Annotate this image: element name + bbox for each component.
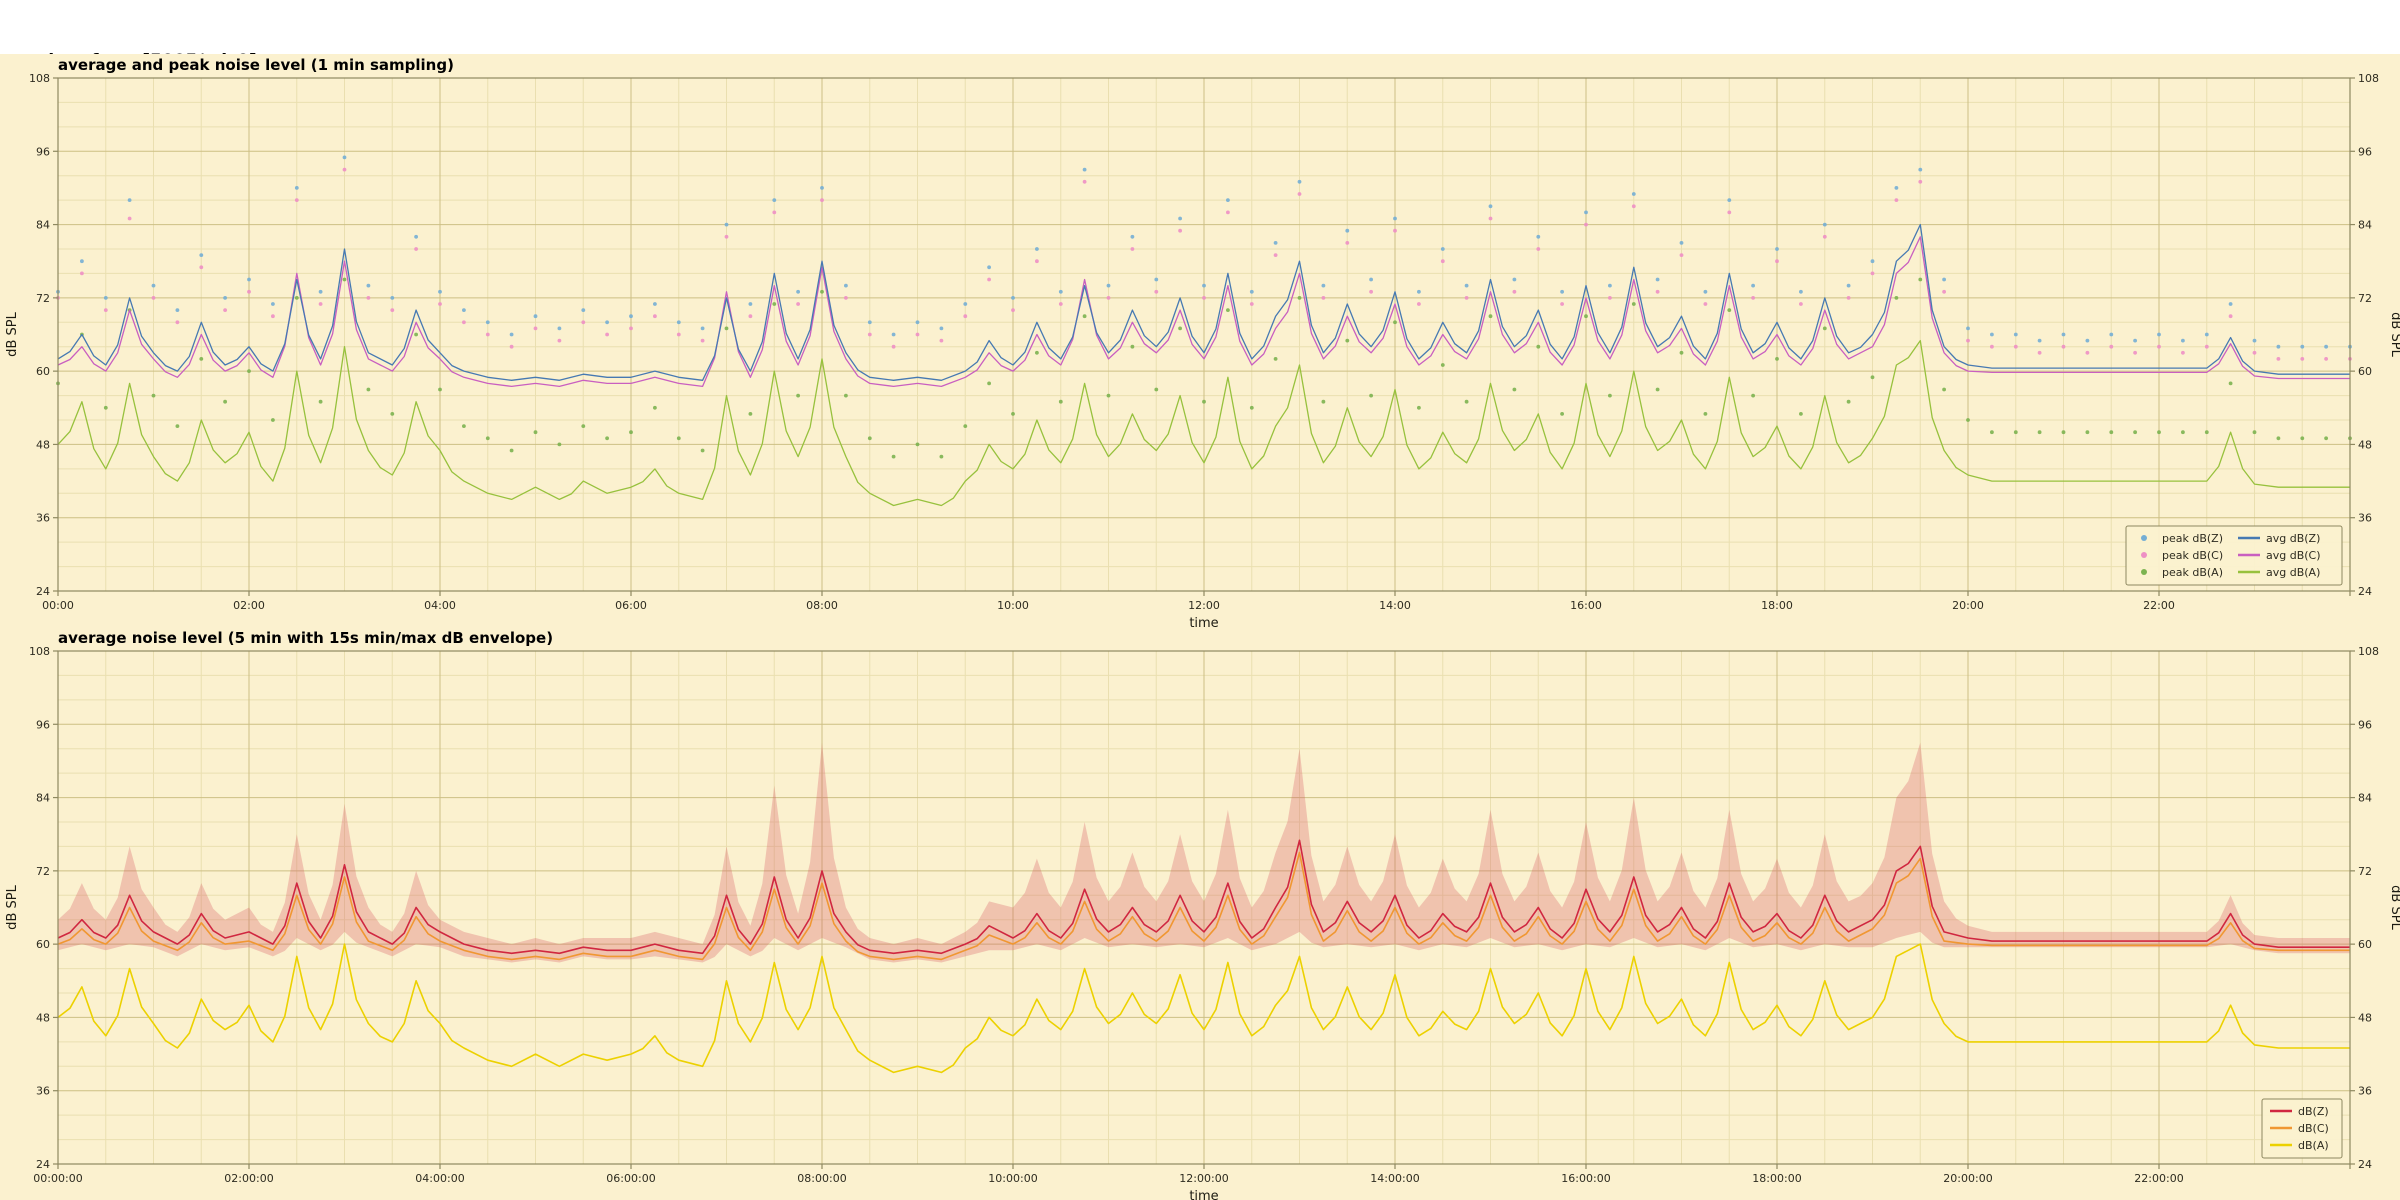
svg-text:108: 108 <box>29 72 50 85</box>
svg-text:36: 36 <box>36 1085 50 1098</box>
svg-text:18:00: 18:00 <box>1761 599 1793 612</box>
svg-text:72: 72 <box>36 292 50 305</box>
svg-text:08:00:00: 08:00:00 <box>797 1172 846 1185</box>
svg-text:average and peak noise level (: average and peak noise level (1 min samp… <box>58 56 454 74</box>
svg-text:peak dB(C): peak dB(C) <box>2162 549 2223 562</box>
svg-text:108: 108 <box>2358 72 2379 85</box>
svg-text:48: 48 <box>36 1011 50 1024</box>
svg-text:14:00: 14:00 <box>1379 599 1411 612</box>
svg-text:108: 108 <box>2358 645 2379 658</box>
svg-text:00:00:00: 00:00:00 <box>33 1172 82 1185</box>
svg-text:96: 96 <box>36 145 50 158</box>
svg-text:36: 36 <box>2358 1085 2372 1098</box>
svg-text:72: 72 <box>2358 292 2372 305</box>
svg-text:96: 96 <box>36 718 50 731</box>
svg-text:02:00:00: 02:00:00 <box>224 1172 273 1185</box>
svg-text:06:00:00: 06:00:00 <box>606 1172 655 1185</box>
svg-text:72: 72 <box>36 865 50 878</box>
svg-text:12:00: 12:00 <box>1188 599 1220 612</box>
svg-text:84: 84 <box>36 219 50 232</box>
svg-text:00:00: 00:00 <box>42 599 74 612</box>
svg-text:16:00:00: 16:00:00 <box>1561 1172 1610 1185</box>
svg-text:16:00: 16:00 <box>1570 599 1602 612</box>
svg-text:peak dB(Z): peak dB(Z) <box>2162 532 2223 545</box>
svg-text:dB SPL: dB SPL <box>2388 885 2400 930</box>
svg-text:48: 48 <box>2358 1011 2372 1024</box>
svg-text:84: 84 <box>2358 219 2372 232</box>
svg-text:02:00: 02:00 <box>233 599 265 612</box>
svg-text:20:00: 20:00 <box>1952 599 1984 612</box>
svg-text:04:00: 04:00 <box>424 599 456 612</box>
svg-text:60: 60 <box>2358 365 2372 378</box>
chart-noise-5min-envelope: 00:00:00 02:00:00 04:00:00 06:00:00 08:00:00… <box>5 629 2400 1200</box>
svg-text:36: 36 <box>2358 512 2372 525</box>
svg-text:84: 84 <box>36 792 50 805</box>
svg-text:72: 72 <box>2358 865 2372 878</box>
svg-text:60: 60 <box>36 365 50 378</box>
svg-text:96: 96 <box>2358 718 2372 731</box>
svg-text:dB(A): dB(A) <box>2298 1139 2329 1152</box>
svg-text:dB(Z): dB(Z) <box>2298 1105 2329 1118</box>
svg-text:avg dB(A): avg dB(A) <box>2266 566 2320 579</box>
svg-text:12:00:00: 12:00:00 <box>1179 1172 1228 1185</box>
svg-text:dB SPL: dB SPL <box>5 884 20 929</box>
svg-text:48: 48 <box>2358 438 2372 451</box>
svg-text:22:00: 22:00 <box>2143 599 2175 612</box>
svg-text:48: 48 <box>36 438 50 451</box>
svg-text:24: 24 <box>2358 585 2372 598</box>
svg-text:average noise level (5 min wit: average noise level (5 min with 15s min/… <box>58 629 553 647</box>
svg-text:10:00:00: 10:00:00 <box>988 1172 1037 1185</box>
svg-text:dB SPL: dB SPL <box>5 311 20 356</box>
svg-text:22:00:00: 22:00:00 <box>2134 1172 2183 1185</box>
svg-text:peak dB(A): peak dB(A) <box>2162 566 2223 579</box>
svg-text:time: time <box>1189 616 1218 627</box>
svg-text:24: 24 <box>36 1158 50 1171</box>
svg-text:time: time <box>1189 1189 1218 1200</box>
svg-text:36: 36 <box>36 512 50 525</box>
svg-text:18:00:00: 18:00:00 <box>1752 1172 1801 1185</box>
svg-text:20:00:00: 20:00:00 <box>1943 1172 1992 1185</box>
svg-text:84: 84 <box>2358 792 2372 805</box>
chart-noise-1min-sampling: 00:00 02:00 04:00 06:00 08:00 10:00 12:00 14:00… <box>5 56 2400 627</box>
svg-text:108: 108 <box>29 645 50 658</box>
svg-text:24: 24 <box>2358 1158 2372 1171</box>
svg-text:14:00:00: 14:00:00 <box>1370 1172 1419 1185</box>
svg-text:avg dB(Z): avg dB(Z) <box>2266 532 2320 545</box>
svg-text:04:00:00: 04:00:00 <box>415 1172 464 1185</box>
svg-text:60: 60 <box>2358 938 2372 951</box>
svg-text:avg dB(C): avg dB(C) <box>2266 549 2321 562</box>
figure: 00:00 02:00 04:00 06:00 08:00 10:00 12:00 14:00… <box>0 54 2400 1200</box>
svg-text:dB SPL: dB SPL <box>2388 312 2400 357</box>
svg-text:dB(C): dB(C) <box>2298 1122 2329 1135</box>
svg-text:10:00: 10:00 <box>997 599 1029 612</box>
svg-text:60: 60 <box>36 938 50 951</box>
svg-text:06:00: 06:00 <box>615 599 647 612</box>
svg-text:24: 24 <box>36 585 50 598</box>
svg-text:96: 96 <box>2358 145 2372 158</box>
svg-text:08:00: 08:00 <box>806 599 838 612</box>
